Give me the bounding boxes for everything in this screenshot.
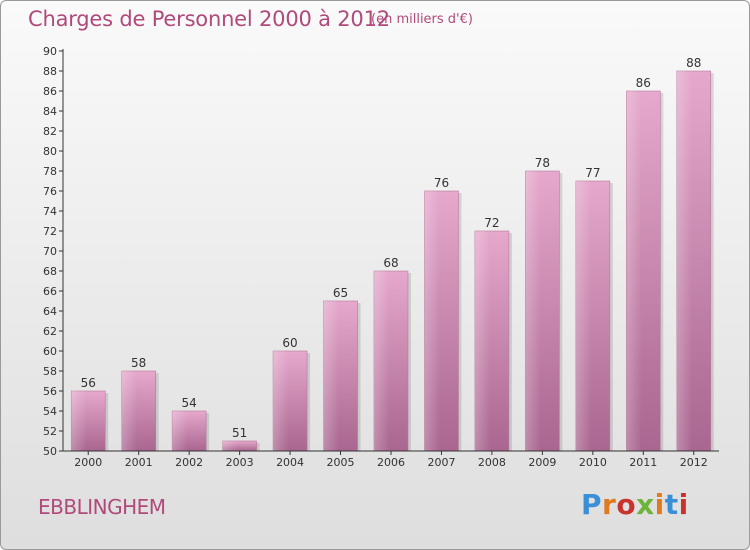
- y-tick-label: 60: [43, 345, 57, 358]
- bar-group-2005: 65: [323, 286, 361, 452]
- bar-highlight: [273, 351, 289, 451]
- bar-group-2011: 86: [626, 76, 664, 452]
- y-tick-label: 66: [43, 285, 57, 298]
- x-tick-label: 2010: [579, 456, 607, 469]
- data-label: 60: [282, 336, 297, 350]
- y-tick-label: 64: [43, 305, 57, 318]
- bar-group-2009: 78: [525, 156, 563, 452]
- data-label: 77: [585, 166, 600, 180]
- data-label: 78: [535, 156, 550, 170]
- data-label: 56: [81, 376, 96, 390]
- bar-highlight: [676, 71, 693, 451]
- bar-highlight: [374, 271, 390, 451]
- bar-group-2000: 56: [70, 376, 109, 452]
- chart-title: Charges de Personnel 2000 à 2012: [28, 7, 390, 31]
- bar-highlight: [474, 231, 491, 451]
- logo-letter: P: [581, 488, 603, 521]
- y-tick-label: 84: [43, 105, 57, 118]
- data-label: 65: [333, 286, 348, 300]
- y-tick-label: 74: [43, 205, 57, 218]
- logo-letter: x: [636, 488, 655, 521]
- x-tick-label: 2002: [175, 456, 203, 469]
- y-tick-label: 68: [43, 265, 57, 278]
- logo-letter: o: [616, 488, 637, 521]
- y-tick-label: 52: [43, 425, 57, 438]
- bar-group-2007: 76: [424, 176, 462, 452]
- x-tick-label: 2008: [478, 456, 506, 469]
- bar-group-2002: 54: [171, 396, 210, 452]
- y-tick-label: 88: [43, 65, 57, 78]
- data-label: 86: [636, 76, 651, 90]
- y-tick-label: 50: [43, 445, 57, 458]
- data-label: 76: [434, 176, 449, 190]
- x-tick-label: 2005: [327, 456, 355, 469]
- y-tick-label: 78: [43, 165, 57, 178]
- bar-group-2008: 72: [474, 216, 512, 452]
- bar-highlight: [71, 391, 87, 451]
- x-tick-label: 2007: [427, 456, 455, 469]
- data-label: 68: [383, 256, 398, 270]
- x-tick-label: 2003: [226, 456, 254, 469]
- bar-group-2004: 60: [272, 336, 311, 452]
- bar-group-2003: 51: [222, 426, 260, 452]
- y-tick-label: 80: [43, 145, 57, 158]
- logo-letter: t: [664, 488, 679, 521]
- y-tick-label: 70: [43, 245, 57, 258]
- x-tick-label: 2001: [125, 456, 153, 469]
- data-label: 88: [686, 56, 701, 70]
- y-tick-label: 76: [43, 185, 57, 198]
- data-label: 54: [182, 396, 197, 410]
- y-tick-label: 72: [43, 225, 57, 238]
- y-tick-label: 54: [43, 405, 57, 418]
- bar-highlight: [575, 181, 592, 451]
- x-tick-label: 2011: [629, 456, 657, 469]
- y-tick-label: 82: [43, 125, 57, 138]
- bar-group-2010: 77: [575, 166, 613, 452]
- bar-highlight: [525, 171, 541, 451]
- bar-group-2006: 68: [373, 256, 411, 452]
- y-tick-label: 86: [43, 85, 57, 98]
- city-name: EBBLINGHEM: [38, 495, 166, 519]
- bar-highlight: [424, 191, 440, 451]
- bar-highlight: [222, 441, 238, 451]
- data-label: 72: [484, 216, 499, 230]
- logo-letter: i: [654, 488, 665, 521]
- bar-highlight: [172, 411, 188, 451]
- y-tick-label: 56: [43, 385, 57, 398]
- y-tick-label: 90: [43, 45, 57, 58]
- data-label: 58: [131, 356, 146, 370]
- y-tick-label: 62: [43, 325, 57, 338]
- x-tick-label: 2012: [680, 456, 708, 469]
- chart-subtitle: (en milliers d'€): [371, 12, 473, 27]
- bar-highlight: [626, 91, 642, 451]
- x-tick-label: 2004: [276, 456, 304, 469]
- data-label: 51: [232, 426, 247, 440]
- proxiti-logo[interactable]: Proxiti: [581, 488, 689, 521]
- x-tick-label: 2006: [377, 456, 405, 469]
- logo-letter: i: [678, 488, 689, 521]
- bar-group-2001: 58: [121, 356, 159, 452]
- logo-letter: r: [602, 488, 617, 521]
- y-tick-label: 58: [43, 365, 57, 378]
- bar-highlight: [323, 301, 339, 451]
- bar-group-2012: 88: [676, 56, 714, 452]
- x-tick-label: 2000: [74, 456, 102, 469]
- x-tick-label: 2009: [528, 456, 556, 469]
- bar-highlight: [121, 371, 137, 451]
